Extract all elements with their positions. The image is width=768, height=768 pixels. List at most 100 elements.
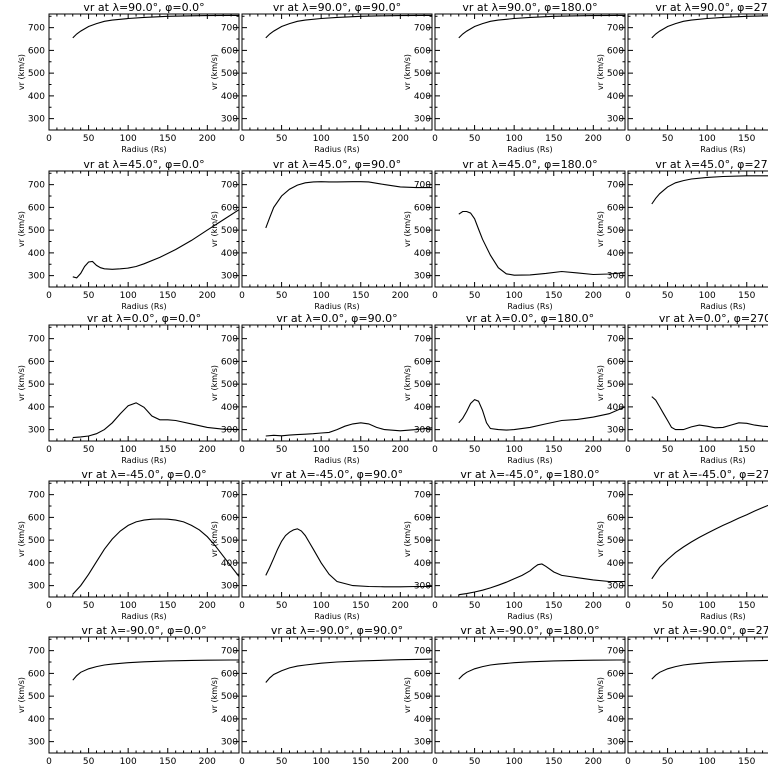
x-axis-label: Radius (Rs) xyxy=(121,302,166,311)
x-tick-label: 50 xyxy=(662,291,674,301)
y-tick-label: 500 xyxy=(221,692,238,702)
y-tick-label: 400 xyxy=(414,559,431,569)
y-tick-label: 400 xyxy=(221,559,238,569)
x-axis-label: Radius (Rs) xyxy=(507,302,552,311)
y-axis-label: vr (km/s) xyxy=(596,211,605,247)
chart-panel: 0 50 100 150 200 300 400 500 600 700 vr at λ=0.0°,… xyxy=(17,312,240,465)
x-tick-label: 150 xyxy=(545,291,562,301)
y-tick-label: 400 xyxy=(607,715,624,725)
x-tick-label: 200 xyxy=(199,445,216,455)
panel-title: vr at λ=0.0°, φ=0.0° xyxy=(87,312,201,325)
x-tick-label: 150 xyxy=(738,134,755,144)
x-tick-label: 50 xyxy=(83,757,95,767)
y-tick-label: 300 xyxy=(414,582,431,592)
x-axis-label: Radius (Rs) xyxy=(314,145,359,154)
x-tick-label: 50 xyxy=(469,134,481,144)
y-tick-label: 600 xyxy=(607,46,624,56)
y-axis-label: vr (km/s) xyxy=(210,54,219,90)
y-tick-label: 600 xyxy=(607,357,624,367)
panel-title: vr at λ=-45.0°, φ=90.0° xyxy=(271,468,403,481)
y-tick-label: 300 xyxy=(607,738,624,748)
x-tick-label: 150 xyxy=(159,757,176,767)
y-axis-label: vr (km/s) xyxy=(17,365,26,401)
x-tick-label: 0 xyxy=(432,601,438,611)
chart-panel: 0 50 100 150 200 300 400 500 600 700 vr at λ=90.0°… xyxy=(403,1,626,154)
y-tick-label: 300 xyxy=(221,272,238,282)
y-tick-label: 400 xyxy=(607,249,624,259)
x-tick-label: 50 xyxy=(469,757,481,767)
x-tick-label: 150 xyxy=(738,445,755,455)
x-tick-label: 100 xyxy=(120,445,137,455)
panel-title: vr at λ=45.0°, φ=0.0° xyxy=(83,158,204,171)
x-tick-label: 150 xyxy=(159,445,176,455)
x-tick-label: 200 xyxy=(585,445,602,455)
x-tick-label: 150 xyxy=(352,134,369,144)
panel-title: vr at λ=45.0°, φ=90.0° xyxy=(273,158,401,171)
series-line xyxy=(458,659,625,680)
y-tick-label: 500 xyxy=(221,69,238,79)
y-tick-label: 500 xyxy=(607,69,624,79)
series-line xyxy=(651,15,768,39)
y-axis-label: vr (km/s) xyxy=(596,677,605,713)
x-axis-label: Radius (Rs) xyxy=(121,456,166,465)
x-tick-label: 100 xyxy=(506,757,523,767)
series-line xyxy=(651,175,768,205)
y-tick-label: 600 xyxy=(414,357,431,367)
panel-title: vr at λ=-45.0°, φ=270.0° xyxy=(653,468,768,481)
x-tick-label: 0 xyxy=(239,757,245,767)
y-tick-label: 600 xyxy=(414,46,431,56)
x-axis-label: Radius (Rs) xyxy=(507,456,552,465)
panel-title: vr at λ=0.0°, φ=90.0° xyxy=(276,312,397,325)
y-axis-label: vr (km/s) xyxy=(17,521,26,557)
y-tick-label: 700 xyxy=(414,181,431,191)
x-tick-label: 150 xyxy=(545,601,562,611)
x-axis-label: Radius (Rs) xyxy=(314,456,359,465)
x-tick-label: 0 xyxy=(432,757,438,767)
y-tick-label: 300 xyxy=(607,426,624,436)
y-tick-label: 700 xyxy=(414,24,431,34)
y-tick-label: 600 xyxy=(28,46,45,56)
y-tick-label: 500 xyxy=(28,380,45,390)
series-line xyxy=(265,658,433,683)
chart-panel: 0 50 100 150 200 300 400 500 600 700 vr at λ=90.0°… xyxy=(17,1,240,154)
x-tick-label: 200 xyxy=(392,601,409,611)
x-tick-label: 200 xyxy=(199,757,216,767)
x-tick-label: 100 xyxy=(506,134,523,144)
y-tick-label: 500 xyxy=(414,69,431,79)
x-tick-label: 150 xyxy=(159,134,176,144)
panel-title: vr at λ=45.0°, φ=180.0° xyxy=(462,158,597,171)
x-tick-label: 50 xyxy=(276,291,288,301)
y-tick-label: 500 xyxy=(28,69,45,79)
y-tick-label: 300 xyxy=(28,272,45,282)
y-axis-label: vr (km/s) xyxy=(596,54,605,90)
x-tick-label: 50 xyxy=(276,757,288,767)
x-axis-label: Radius (Rs) xyxy=(507,145,552,154)
y-tick-label: 500 xyxy=(28,536,45,546)
y-tick-label: 300 xyxy=(414,272,431,282)
y-tick-label: 300 xyxy=(28,738,45,748)
x-tick-label: 150 xyxy=(545,134,562,144)
y-tick-label: 700 xyxy=(607,335,624,345)
y-tick-label: 700 xyxy=(221,647,238,657)
y-tick-label: 400 xyxy=(414,92,431,102)
x-axis-label: Radius (Rs) xyxy=(314,612,359,621)
series-line xyxy=(458,563,625,596)
y-axis-label: vr (km/s) xyxy=(17,54,26,90)
x-tick-label: 50 xyxy=(662,757,674,767)
x-tick-label: 0 xyxy=(239,134,245,144)
x-tick-label: 200 xyxy=(199,291,216,301)
y-tick-label: 500 xyxy=(607,380,624,390)
x-tick-label: 50 xyxy=(469,445,481,455)
x-axis-label: Radius (Rs) xyxy=(700,302,745,311)
panel-title: vr at λ=90.0°, φ=90.0° xyxy=(273,1,401,14)
y-tick-label: 700 xyxy=(221,24,238,34)
x-tick-label: 200 xyxy=(199,134,216,144)
y-tick-label: 400 xyxy=(28,559,45,569)
x-tick-label: 100 xyxy=(506,601,523,611)
y-tick-label: 600 xyxy=(607,203,624,213)
y-tick-label: 500 xyxy=(28,692,45,702)
x-tick-label: 50 xyxy=(83,601,95,611)
